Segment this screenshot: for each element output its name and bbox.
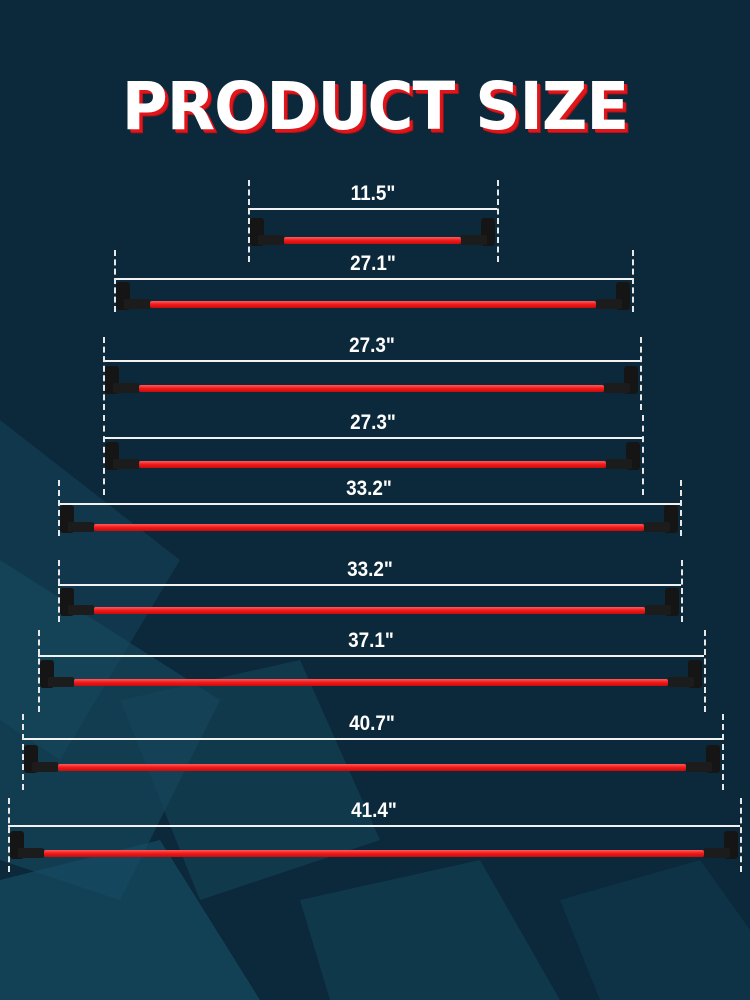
extension-line-right (722, 714, 724, 790)
dimension-line (58, 584, 681, 586)
extension-line-left (103, 337, 105, 410)
connector-left (32, 762, 58, 772)
connector-left (113, 459, 139, 469)
connector-right (686, 762, 712, 772)
extension-line-right (497, 180, 499, 262)
extension-line-right (704, 630, 706, 712)
extension-line-left (8, 798, 10, 872)
measurement-label: 40.7" (349, 712, 395, 735)
measurement-label: 37.1" (348, 629, 394, 652)
connector-right (644, 522, 670, 532)
dimension-line (22, 738, 722, 740)
extension-line-left (38, 630, 40, 712)
dimension-line (103, 437, 642, 439)
extension-line-right (740, 798, 742, 872)
extension-line-right (640, 337, 642, 410)
connector-right (461, 235, 487, 245)
extension-line-right (680, 480, 682, 536)
extension-line-left (58, 560, 60, 622)
spark-plug-wire (94, 607, 645, 614)
connector-left (18, 848, 44, 858)
spark-plug-wire (94, 524, 644, 531)
extension-line-left (22, 714, 24, 790)
extension-line-right (642, 415, 644, 495)
connector-left (68, 522, 94, 532)
measurement-label: 11.5" (350, 182, 395, 205)
extension-line-right (681, 560, 683, 622)
spark-plug-wire (58, 764, 686, 771)
connector-left (124, 299, 150, 309)
connector-left (48, 677, 74, 687)
spark-plug-wire (284, 237, 461, 244)
measurement-label: 27.3" (349, 411, 396, 434)
dimension-line (58, 503, 680, 505)
connector-left (68, 605, 94, 615)
connector-left (258, 235, 284, 245)
spark-plug-wire (139, 461, 606, 468)
connector-left (113, 383, 139, 393)
measurement-label: 33.2" (346, 558, 393, 581)
spark-plug-wire (150, 301, 596, 308)
dimension-line (8, 825, 740, 827)
extension-line-right (632, 250, 634, 312)
connector-right (645, 605, 671, 615)
measurement-label: 33.2" (346, 477, 392, 500)
connector-right (668, 677, 694, 687)
extension-line-left (103, 415, 105, 495)
connector-right (596, 299, 622, 309)
measurement-label: 27.3" (348, 334, 395, 357)
measurement-label: 27.1" (350, 252, 396, 275)
extension-line-left (58, 480, 60, 536)
spark-plug-wire (74, 679, 668, 686)
dimension-line (38, 655, 704, 657)
measurement-label: 41.4" (351, 799, 397, 822)
spark-plug-wire (44, 850, 704, 857)
extension-line-left (114, 250, 116, 312)
extension-line-left (248, 180, 250, 262)
connector-right (606, 459, 632, 469)
dimension-line (248, 208, 497, 210)
page-title: PRODUCT SIZE (121, 68, 629, 145)
dimension-line (114, 278, 632, 280)
dimension-line (103, 360, 640, 362)
connector-right (704, 848, 730, 858)
connector-right (604, 383, 630, 393)
spark-plug-wire (139, 385, 604, 392)
